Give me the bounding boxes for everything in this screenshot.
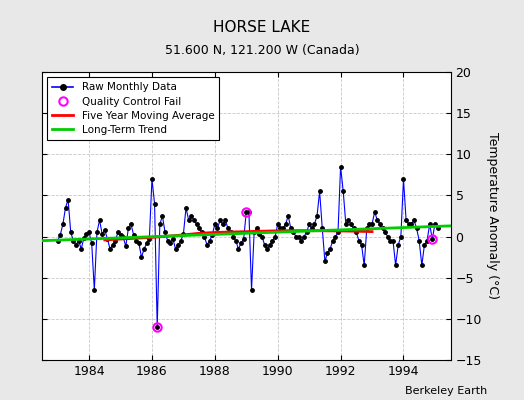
Legend: Raw Monthly Data, Quality Control Fail, Five Year Moving Average, Long-Term Tren: Raw Monthly Data, Quality Control Fail, … bbox=[47, 77, 220, 140]
Text: HORSE LAKE: HORSE LAKE bbox=[213, 20, 311, 35]
Text: Berkeley Earth: Berkeley Earth bbox=[405, 386, 487, 396]
Text: 51.600 N, 121.200 W (Canada): 51.600 N, 121.200 W (Canada) bbox=[165, 44, 359, 57]
Y-axis label: Temperature Anomaly (°C): Temperature Anomaly (°C) bbox=[486, 132, 498, 300]
